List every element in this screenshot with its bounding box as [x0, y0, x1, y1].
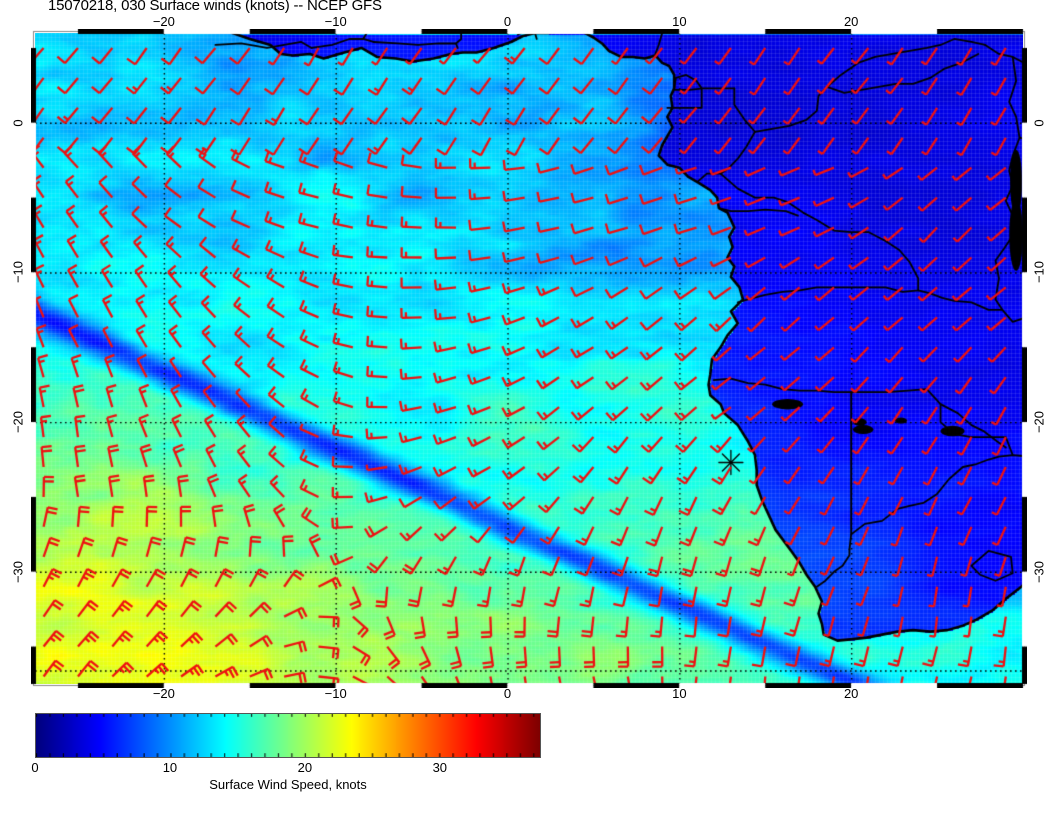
colorbar-gradient [35, 713, 541, 758]
axis-right-tick-label: −10 [1031, 261, 1047, 284]
colorbar-group: Surface Wind Speed, knots 0 10 20 30 [31, 713, 541, 793]
axis-bottom-tick-label: 10 [672, 686, 687, 701]
map-figure [31, 29, 1027, 688]
colorbar-label: Surface Wind Speed, knots [209, 777, 367, 792]
axis-left-tick-label: −10 [10, 261, 26, 284]
axis-right-latitude: 0 −10 −20 −30 [1025, 33, 1056, 684]
axis-bottom-tick-label: 0 [503, 686, 512, 701]
colorbar-tick-label: 0 [31, 760, 39, 775]
colorbar-tick-label: 20 [297, 760, 313, 775]
axis-left-latitude: 0 −10 −20 −30 [0, 33, 33, 684]
colorbar-tick-label: 30 [432, 760, 448, 775]
axis-right-tick-label: −20 [1031, 411, 1047, 434]
axis-right-tick-label: 0 [1031, 119, 1047, 127]
page-title: 15070218, 030 Surface winds (knots) -- N… [48, 0, 382, 14]
axis-left-tick-label: −30 [10, 560, 26, 583]
axis-bottom-longitude: −20 −10 0 10 20 [35, 686, 1023, 704]
axis-bottom-tick-label: −20 [152, 686, 175, 701]
axis-top-tick-label: 10 [672, 14, 687, 29]
axis-top-tick-label: 0 [503, 14, 512, 29]
axis-top-tick-label: −10 [324, 14, 347, 29]
axis-left-tick-label: −20 [10, 411, 26, 434]
axis-top-tick-label: −20 [152, 14, 175, 29]
colorbar-tick-label: 10 [162, 760, 178, 775]
axis-top-longitude: −20 −10 0 10 20 [35, 14, 1023, 30]
wind-speed-map [35, 33, 1023, 684]
axis-left-tick-label: 0 [10, 119, 26, 127]
axis-bottom-tick-label: −10 [324, 686, 347, 701]
axis-bottom-tick-label: 20 [843, 686, 859, 701]
axis-right-tick-label: −30 [1031, 560, 1047, 583]
axis-top-tick-label: 20 [843, 14, 859, 29]
